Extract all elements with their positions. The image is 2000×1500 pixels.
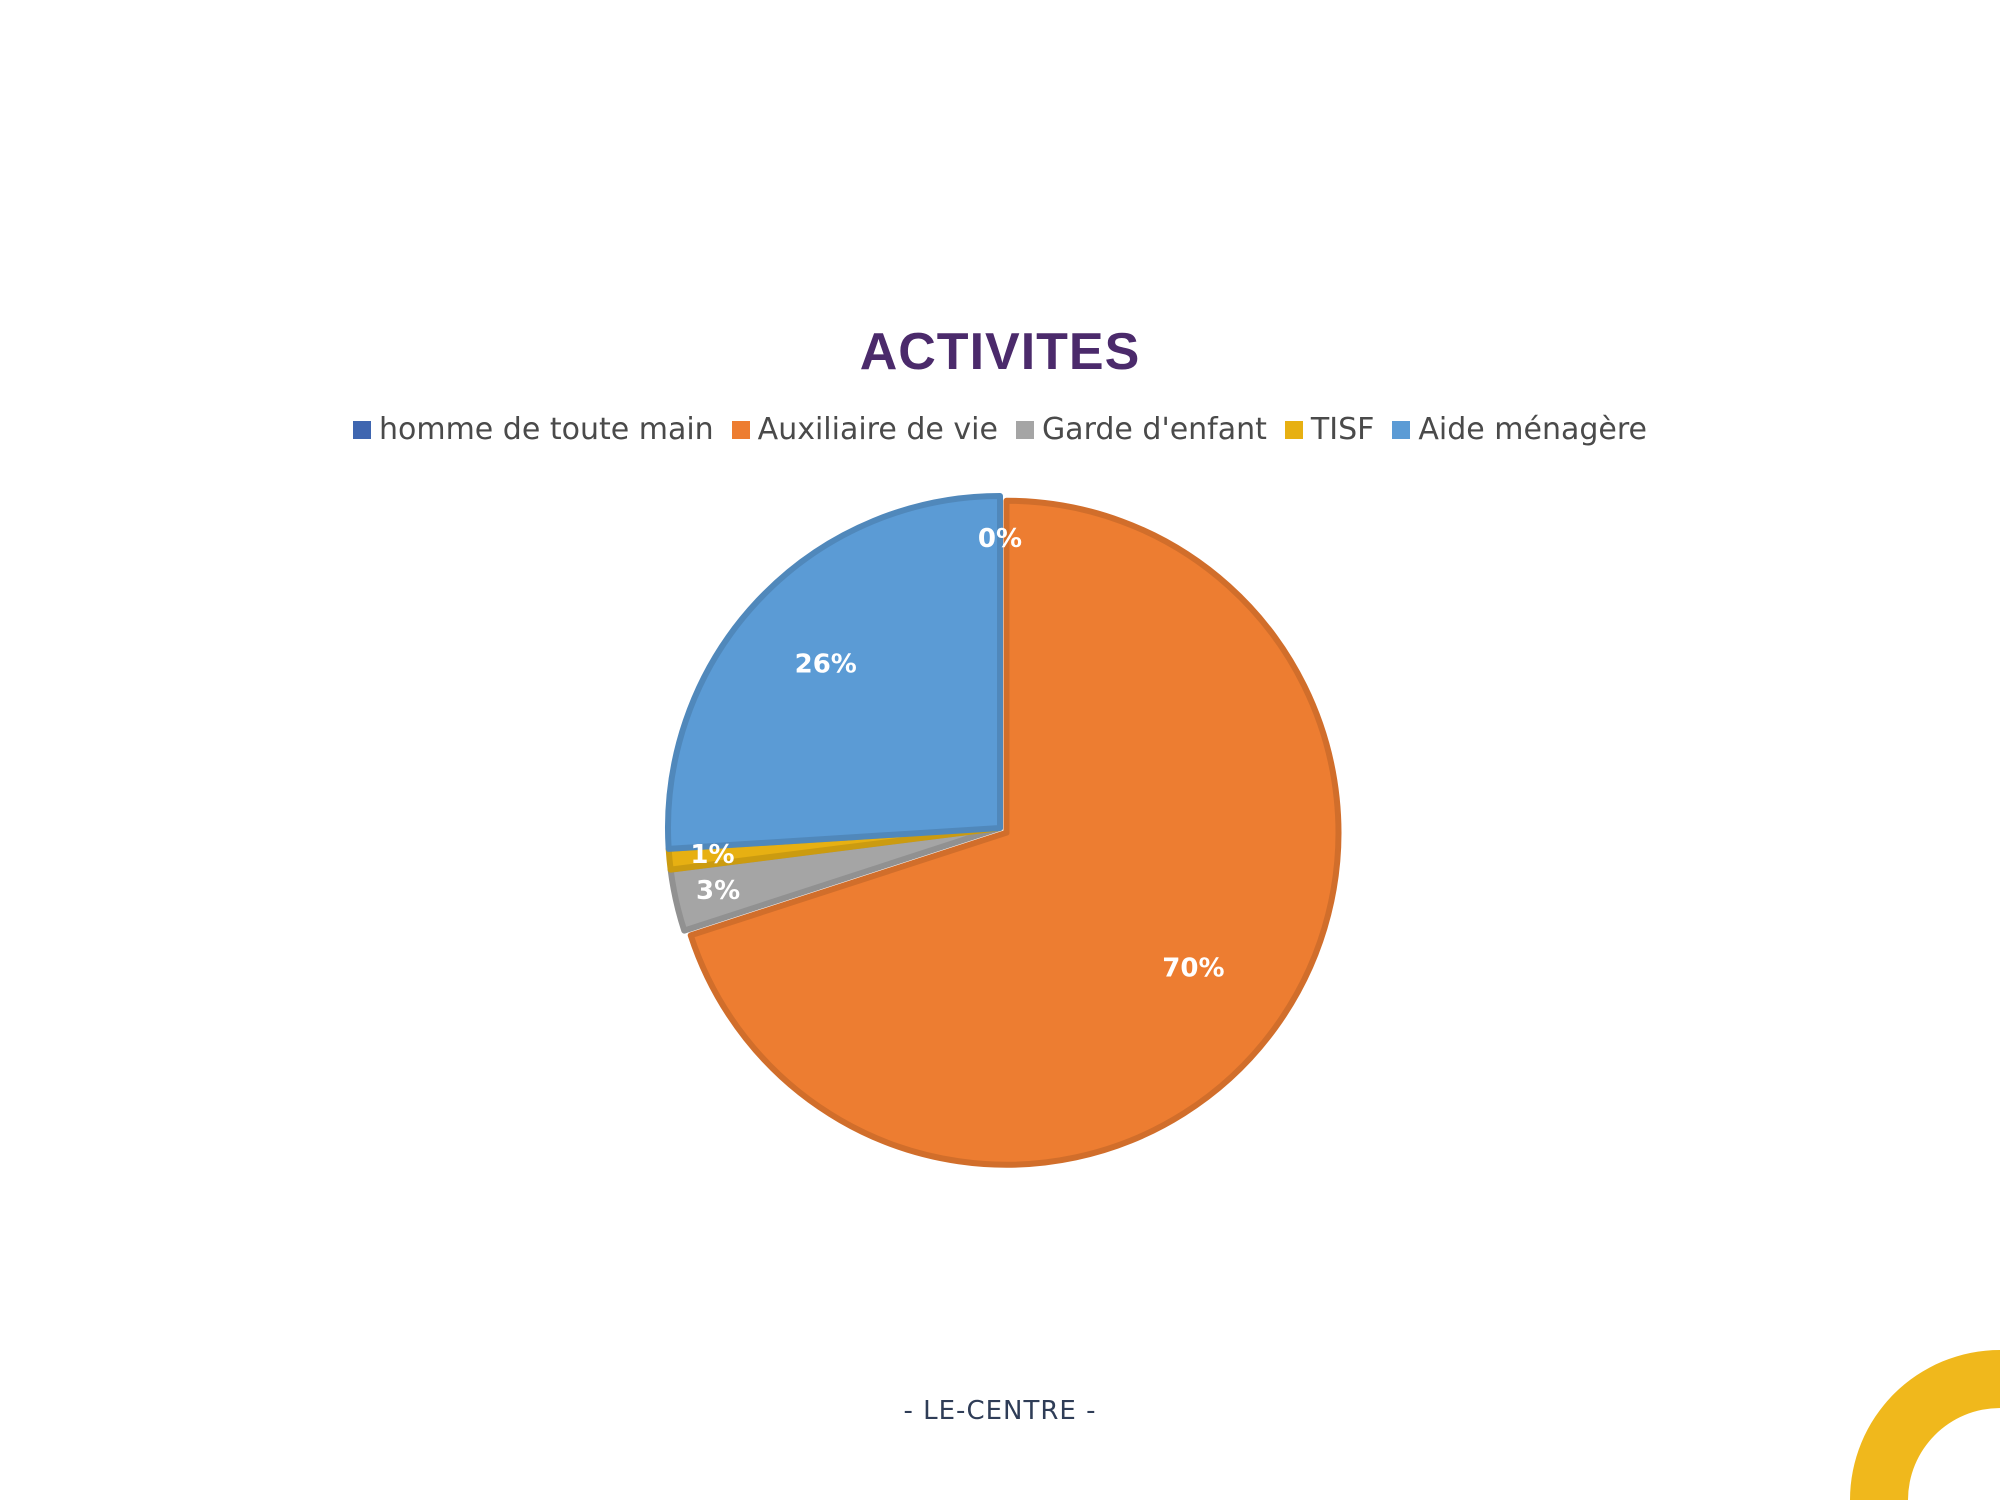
legend-item: Auxiliaire de vie xyxy=(731,412,998,447)
legend-label: Auxiliaire de vie xyxy=(757,412,998,447)
data-label: 0% xyxy=(978,524,1022,554)
legend-swatch xyxy=(731,420,750,439)
legend-swatch xyxy=(1284,420,1303,439)
legend-swatch xyxy=(352,420,371,439)
data-label: 3% xyxy=(696,876,740,906)
legend-item: Aide ménagère xyxy=(1392,412,1647,447)
pie-slice xyxy=(665,493,1003,852)
chart-title: ACTIVITES xyxy=(859,323,1141,381)
legend-swatch xyxy=(1392,420,1411,439)
data-label: 70% xyxy=(1162,954,1224,984)
pie-slice xyxy=(687,497,1342,1168)
data-label: 1% xyxy=(690,840,734,870)
legend-item: Garde d'enfant xyxy=(1015,412,1267,447)
legend-label: homme de toute main xyxy=(378,412,714,447)
data-label: 26% xyxy=(795,649,857,679)
legend-item: TISF xyxy=(1284,412,1375,447)
legend-item: homme de toute main xyxy=(352,412,714,447)
legend-swatch xyxy=(1015,420,1034,439)
legend-label: TISF xyxy=(1310,412,1375,447)
footer-text: - LE-CENTRE - xyxy=(903,1396,1097,1426)
legend-label: Garde d'enfant xyxy=(1041,412,1267,447)
chart-legend: homme de toute main Auxiliaire de vie Gard… xyxy=(0,412,2000,447)
legend-label: Aide ménagère xyxy=(1418,412,1647,447)
